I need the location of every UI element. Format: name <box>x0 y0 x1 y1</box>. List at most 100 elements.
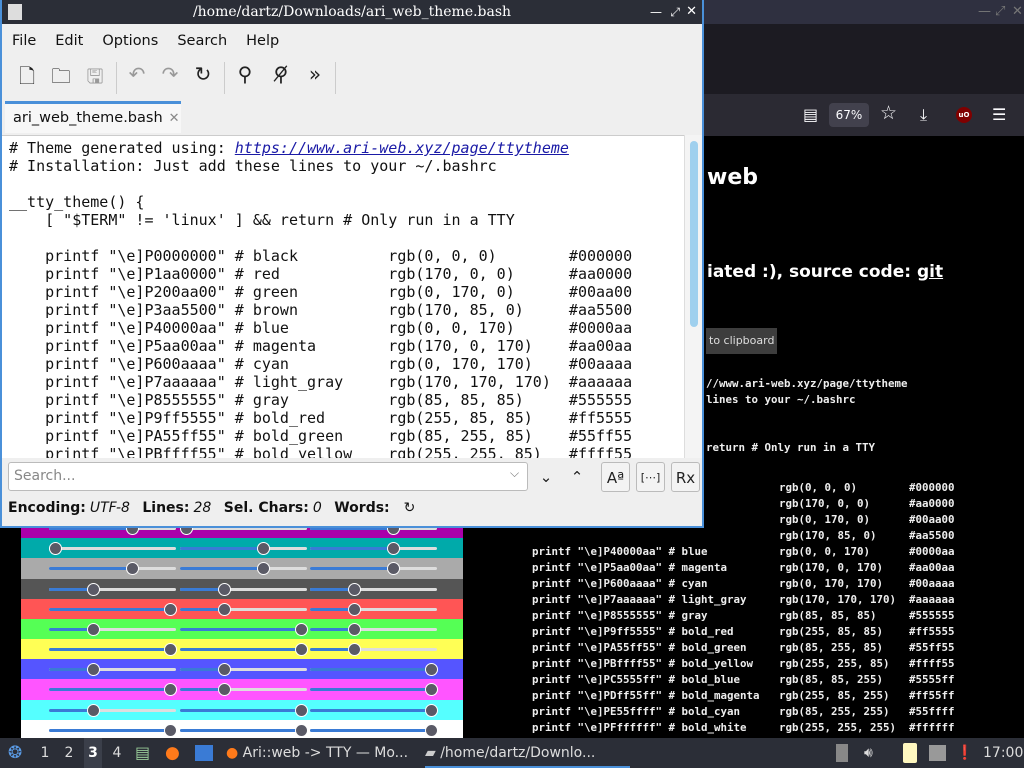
whole-word-icon[interactable]: [⋯] <box>636 462 665 492</box>
green-slider[interactable] <box>180 723 308 737</box>
slider-knob[interactable] <box>425 723 438 737</box>
slider-knob[interactable] <box>348 602 362 616</box>
menu-edit[interactable]: Edit <box>55 33 84 49</box>
slider-knob[interactable] <box>164 683 177 697</box>
slider-knob[interactable] <box>295 643 308 657</box>
green-slider[interactable] <box>180 602 307 616</box>
redo-icon[interactable]: ↷ <box>161 62 179 86</box>
red-slider[interactable] <box>49 663 176 677</box>
network-icon[interactable] <box>929 745 946 761</box>
desktop-icon[interactable] <box>195 745 213 761</box>
slider-knob[interactable] <box>386 562 400 576</box>
slider-knob[interactable] <box>295 622 308 636</box>
volume-icon[interactable]: 🔊︎ <box>864 745 873 761</box>
chevron-down-icon[interactable]: ⌵ <box>510 466 520 480</box>
blue-slider[interactable] <box>310 643 437 657</box>
green-slider[interactable] <box>180 562 307 576</box>
ublock-icon[interactable]: uO <box>956 107 972 123</box>
blue-slider[interactable] <box>310 562 437 576</box>
menu-file[interactable]: File <box>12 33 37 49</box>
menu-options[interactable]: Options <box>102 33 159 49</box>
reload-icon[interactable]: ↻ <box>194 62 212 86</box>
tab-ari-web-theme[interactable]: ari_web_theme.bash ✕ <box>5 101 181 133</box>
slider-knob[interactable] <box>348 582 362 596</box>
slider-knob[interactable] <box>295 703 308 717</box>
slider-knob[interactable] <box>87 582 101 596</box>
match-case-icon[interactable]: Aª <box>601 462 630 492</box>
more-icon[interactable]: » <box>308 62 322 86</box>
tray-expand-icon[interactable] <box>836 744 848 762</box>
blue-slider[interactable] <box>310 703 438 717</box>
maximize-icon[interactable]: ⤢ <box>670 5 680 19</box>
blue-slider[interactable] <box>310 622 437 636</box>
slider-knob[interactable] <box>49 542 62 556</box>
slider-knob[interactable] <box>295 723 308 737</box>
search-placeholder[interactable]: Search... <box>14 468 76 484</box>
green-slider[interactable] <box>180 643 308 657</box>
close-icon[interactable]: ✕ <box>686 4 697 19</box>
slider-knob[interactable] <box>218 582 232 596</box>
slider-knob[interactable] <box>164 602 177 616</box>
slider-knob[interactable] <box>425 683 438 697</box>
firefox-icon[interactable]: ● <box>165 743 180 763</box>
red-slider[interactable] <box>49 542 176 556</box>
slider-knob[interactable] <box>386 542 400 556</box>
blue-slider[interactable] <box>310 663 438 677</box>
red-slider[interactable] <box>49 582 176 596</box>
close-icon[interactable]: ✕ <box>1012 4 1023 19</box>
slider-knob[interactable] <box>164 643 177 657</box>
git-link[interactable]: git <box>916 262 944 282</box>
slider-knob[interactable] <box>348 622 362 636</box>
green-slider[interactable] <box>180 663 307 677</box>
regex-icon[interactable]: Rx <box>671 462 700 492</box>
red-slider[interactable] <box>49 622 176 636</box>
blue-slider[interactable] <box>310 542 437 556</box>
slider-knob[interactable] <box>425 663 438 677</box>
workspace-4[interactable]: 4 <box>112 745 122 761</box>
find-previous-icon[interactable]: ⌃ <box>570 468 584 486</box>
red-slider[interactable] <box>49 683 177 697</box>
menu-icon[interactable]: ☰ <box>992 105 1007 124</box>
slider-knob[interactable] <box>87 703 101 717</box>
close-tab-icon[interactable]: ✕ <box>168 111 180 126</box>
download-icon[interactable]: ⤓ <box>920 105 928 124</box>
blue-slider[interactable] <box>310 723 438 737</box>
slider-knob[interactable] <box>348 643 362 657</box>
workspace-1[interactable]: 1 <box>40 745 50 761</box>
find-icon[interactable]: ⚲ <box>237 62 253 86</box>
red-slider[interactable] <box>49 562 176 576</box>
code-editor[interactable]: # Theme generated using: https://www.ari… <box>2 135 684 458</box>
slider-knob[interactable] <box>164 723 177 737</box>
notification-icon[interactable]: ❗ <box>956 745 974 761</box>
green-slider[interactable] <box>180 683 307 697</box>
slider-knob[interactable] <box>425 703 438 717</box>
red-slider[interactable] <box>49 643 177 657</box>
slider-knob[interactable] <box>218 663 232 677</box>
task-editor[interactable]: ▰ /home/dartz/Downlo... <box>425 738 630 768</box>
start-menu-icon[interactable]: ❂ <box>8 743 23 763</box>
slider-knob[interactable] <box>218 602 232 616</box>
copy-to-clipboard-button[interactable]: to clipboard <box>706 328 777 354</box>
blue-slider[interactable] <box>310 602 437 616</box>
find-replace-icon[interactable]: ⚲̸ <box>273 62 289 86</box>
file-manager-icon[interactable]: ▤ <box>135 743 151 762</box>
task-firefox[interactable]: ● Ari::web -> TTY — Mo... <box>226 738 408 768</box>
minimize-icon[interactable]: — <box>978 4 991 19</box>
new-file-icon[interactable]: 🗋 <box>18 64 36 88</box>
workspace-2[interactable]: 2 <box>64 745 74 761</box>
theme-url-link[interactable]: https://www.ari-web.xyz/page/ttytheme <box>234 139 569 157</box>
slider-knob[interactable] <box>125 562 139 576</box>
reader-view-icon[interactable]: ▤ <box>803 105 819 124</box>
green-slider[interactable] <box>180 582 307 596</box>
slider-knob[interactable] <box>87 622 101 636</box>
maximize-icon[interactable]: ⤢ <box>995 4 1006 19</box>
slider-knob[interactable] <box>256 562 270 576</box>
slider-knob[interactable] <box>218 683 232 697</box>
workspace-3[interactable]: 3 <box>84 738 102 768</box>
bookmark-star-icon[interactable]: ☆ <box>880 102 898 124</box>
green-slider[interactable] <box>180 703 308 717</box>
save-icon[interactable]: 🖫 <box>86 64 104 88</box>
slider-knob[interactable] <box>87 663 101 677</box>
menu-help[interactable]: Help <box>246 33 280 49</box>
open-folder-icon[interactable]: 🗀 <box>51 64 71 88</box>
